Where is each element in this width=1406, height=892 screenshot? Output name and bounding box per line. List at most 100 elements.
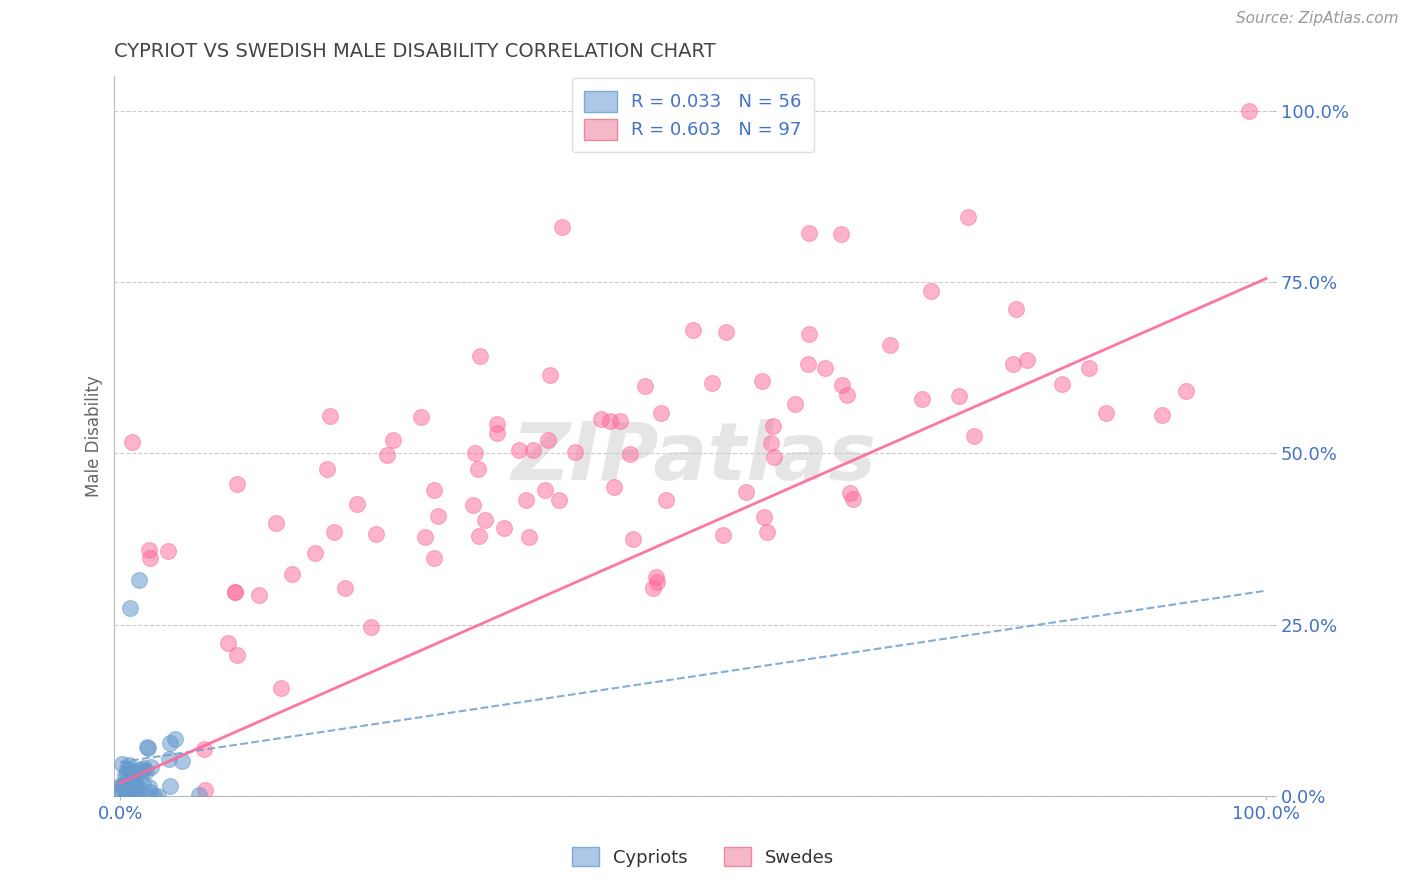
Point [316, 462, 339, 476]
Point [138, 543, 160, 558]
Y-axis label: Male Disability: Male Disability [86, 376, 103, 497]
Point [700, 376, 723, 391]
Point [118, 769, 141, 783]
Point [797, 226, 820, 240]
Point [118, 773, 141, 788]
Point [114, 786, 136, 800]
Point [830, 227, 852, 241]
Point [564, 445, 586, 459]
Point [129, 762, 152, 776]
Point [785, 397, 807, 411]
Point [118, 762, 141, 776]
Point [193, 742, 215, 756]
Point [121, 783, 143, 797]
Point [517, 530, 540, 544]
Point [948, 388, 970, 402]
Point [121, 780, 143, 794]
Point [139, 551, 162, 566]
Point [112, 779, 135, 793]
Point [551, 220, 574, 235]
Point [1150, 408, 1173, 422]
Point [159, 779, 181, 793]
Point [114, 778, 136, 792]
Point [270, 681, 292, 695]
Point [486, 425, 509, 440]
Point [360, 620, 382, 634]
Point [135, 764, 157, 778]
Point [266, 516, 288, 531]
Point [124, 783, 146, 797]
Point [224, 585, 246, 599]
Point [842, 491, 865, 506]
Point [281, 566, 304, 581]
Point [124, 787, 146, 801]
Point [127, 781, 149, 796]
Point [920, 285, 942, 299]
Point [187, 789, 209, 803]
Point [641, 581, 664, 595]
Point [461, 499, 484, 513]
Point [427, 508, 450, 523]
Point [879, 337, 901, 351]
Point [128, 574, 150, 588]
Text: CYPRIOT VS SWEDISH MALE DISABILITY CORRELATION CHART: CYPRIOT VS SWEDISH MALE DISABILITY CORRE… [114, 42, 716, 61]
Point [797, 327, 820, 342]
Point [118, 600, 141, 615]
Point [682, 323, 704, 337]
Point [111, 787, 134, 801]
Point [1077, 361, 1099, 376]
Point [591, 412, 613, 426]
Point [118, 757, 141, 772]
Point [217, 635, 239, 649]
Point [225, 648, 247, 662]
Point [115, 762, 138, 776]
Point [838, 486, 860, 500]
Point [111, 779, 134, 793]
Point [247, 588, 270, 602]
Point [763, 450, 786, 464]
Point [382, 433, 405, 447]
Point [157, 752, 180, 766]
Point [136, 741, 159, 756]
Point [346, 497, 368, 511]
Legend: R = 0.033   N = 56, R = 0.603   N = 97: R = 0.033 N = 56, R = 0.603 N = 97 [572, 78, 814, 153]
Point [122, 782, 145, 797]
Point [139, 785, 162, 799]
Point [132, 777, 155, 791]
Text: ZIPatlas: ZIPatlas [510, 419, 876, 497]
Point [534, 483, 557, 497]
Point [319, 409, 342, 424]
Text: Source: ZipAtlas.com: Source: ZipAtlas.com [1236, 11, 1399, 26]
Point [1050, 376, 1073, 391]
Point [322, 525, 344, 540]
Point [515, 493, 537, 508]
Point [464, 446, 486, 460]
Point [644, 569, 666, 583]
Point [1175, 384, 1198, 399]
Point [609, 414, 631, 428]
Point [650, 406, 672, 420]
Point [413, 530, 436, 544]
Point [911, 392, 934, 406]
Point [814, 361, 837, 376]
Point [120, 783, 142, 797]
Point [619, 447, 641, 461]
Point [335, 581, 357, 595]
Point [714, 325, 737, 339]
Point [170, 754, 193, 768]
Point [634, 378, 657, 392]
Point [831, 377, 853, 392]
Point [957, 210, 980, 224]
Point [409, 410, 432, 425]
Point [837, 388, 859, 402]
Point [142, 789, 165, 803]
Point [121, 782, 143, 797]
Point [508, 443, 530, 458]
Point [963, 429, 986, 443]
Point [110, 787, 132, 801]
Point [762, 419, 785, 434]
Point [165, 731, 187, 746]
Point [522, 442, 544, 457]
Point [131, 764, 153, 778]
Point [1094, 406, 1116, 420]
